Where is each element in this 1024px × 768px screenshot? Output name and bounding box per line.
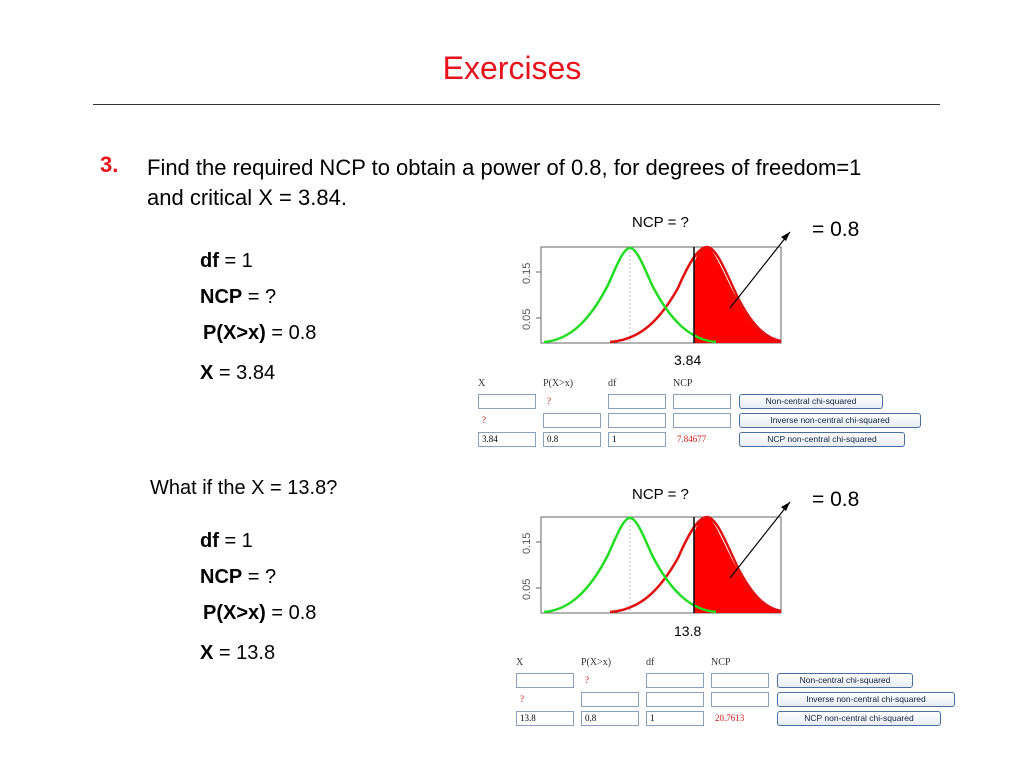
df-input-row1-2[interactable]	[646, 673, 704, 688]
power-area-2	[694, 517, 781, 613]
ncp-label-2: NCP = ?	[632, 486, 689, 503]
df-input-row3[interactable]: 1	[608, 432, 666, 447]
ncp-noncentral-chisq-button-2[interactable]: NCP non-central chi-squared	[777, 711, 941, 726]
alt-curve-2	[609, 515, 782, 614]
ncp-calculator-2: X P(X>x) df NCP ? Non-central chi-square…	[514, 657, 964, 727]
param-x-2: X = 13.8	[200, 642, 276, 664]
distribution-plot-2: 0.15 0.05	[521, 501, 791, 614]
p-value-row1-2[interactable]: ?	[581, 673, 639, 688]
p-input-row2-2[interactable]	[581, 692, 639, 707]
p-input-row2[interactable]	[543, 413, 601, 428]
p-value-row1[interactable]: ?	[543, 394, 601, 409]
ncp-calculator: X P(X>x) df NCP ? Non-central chi-square…	[476, 378, 926, 448]
x-input-row3-2[interactable]: 13.8	[516, 711, 574, 726]
alt-curve	[609, 245, 782, 344]
title-divider	[93, 104, 940, 105]
header-p: P(X>x)	[543, 378, 574, 389]
critical-value-label-2: 13.8	[674, 623, 702, 639]
power-area	[694, 247, 781, 343]
header-ncp-2: NCP	[711, 657, 731, 668]
p-input-row3[interactable]: 0.8	[543, 432, 601, 447]
noncentral-chisq-button-2[interactable]: Non-central chi-squared	[777, 673, 913, 688]
null-curve-2	[543, 516, 717, 614]
y-tick-high: 0.15	[521, 263, 533, 284]
param-power: P(X>x) = 0.8	[203, 322, 317, 344]
power-arrow	[729, 231, 791, 309]
ncp-input-row1[interactable]	[673, 394, 731, 409]
exercise-number: 3.	[100, 152, 119, 177]
slide-title: Exercises	[442, 50, 582, 86]
power-arrow-2	[729, 501, 791, 579]
null-curve	[543, 246, 717, 344]
ncp-result-row3: 7.84677	[673, 432, 731, 447]
header-p-2: P(X>x)	[581, 657, 612, 668]
x-input-row1[interactable]	[478, 394, 536, 409]
ncp-input-row2-2[interactable]	[711, 692, 769, 707]
x-input-row3[interactable]: 3.84	[478, 432, 536, 447]
header-ncp: NCP	[673, 378, 693, 389]
inverse-noncentral-chisq-button-2[interactable]: Inverse non-central chi-squared	[777, 692, 955, 707]
header-x: X	[478, 378, 486, 389]
header-df-2: df	[646, 657, 655, 668]
param-power-2: P(X>x) = 0.8	[203, 602, 317, 624]
param-df: df = 1	[200, 250, 253, 272]
y-tick-low: 0.05	[521, 309, 533, 330]
x-value-row2[interactable]: ?	[478, 413, 536, 428]
inverse-noncentral-chisq-button[interactable]: Inverse non-central chi-squared	[739, 413, 921, 428]
df-input-row2-2[interactable]	[646, 692, 704, 707]
ncp-input-row1-2[interactable]	[711, 673, 769, 688]
param-df-2: df = 1	[200, 530, 253, 552]
exercise-text: Find the required NCP to obtain a power …	[147, 155, 862, 210]
header-df: df	[608, 378, 617, 389]
param-ncp-2: NCP = ?	[200, 566, 277, 588]
param-ncp: NCP = ?	[200, 286, 277, 308]
power-label-2: = 0.8	[812, 488, 860, 511]
df-input-row3-2[interactable]: 1	[646, 711, 704, 726]
df-input-row1[interactable]	[608, 394, 666, 409]
df-input-row2[interactable]	[608, 413, 666, 428]
distribution-plot: 0.15 0.05	[521, 231, 791, 344]
followup-question: What if the X = 13.8?	[150, 477, 338, 499]
y-tick-low-2: 0.05	[521, 579, 533, 600]
ncp-noncentral-chisq-button[interactable]: NCP non-central chi-squared	[739, 432, 905, 447]
p-input-row3-2[interactable]: 0.8	[581, 711, 639, 726]
ncp-input-row2[interactable]	[673, 413, 731, 428]
noncentral-chisq-button[interactable]: Non-central chi-squared	[739, 394, 883, 409]
ncp-label: NCP = ?	[632, 214, 689, 231]
x-value-row2-2[interactable]: ?	[516, 692, 574, 707]
critical-value-label: 3.84	[674, 352, 702, 368]
header-x-2: X	[516, 657, 524, 668]
ncp-result-row3-2: 20.7613	[711, 711, 769, 726]
power-label: = 0.8	[812, 218, 860, 241]
param-x: X = 3.84	[200, 362, 276, 384]
x-input-row1-2[interactable]	[516, 673, 574, 688]
y-tick-high-2: 0.15	[521, 533, 533, 554]
